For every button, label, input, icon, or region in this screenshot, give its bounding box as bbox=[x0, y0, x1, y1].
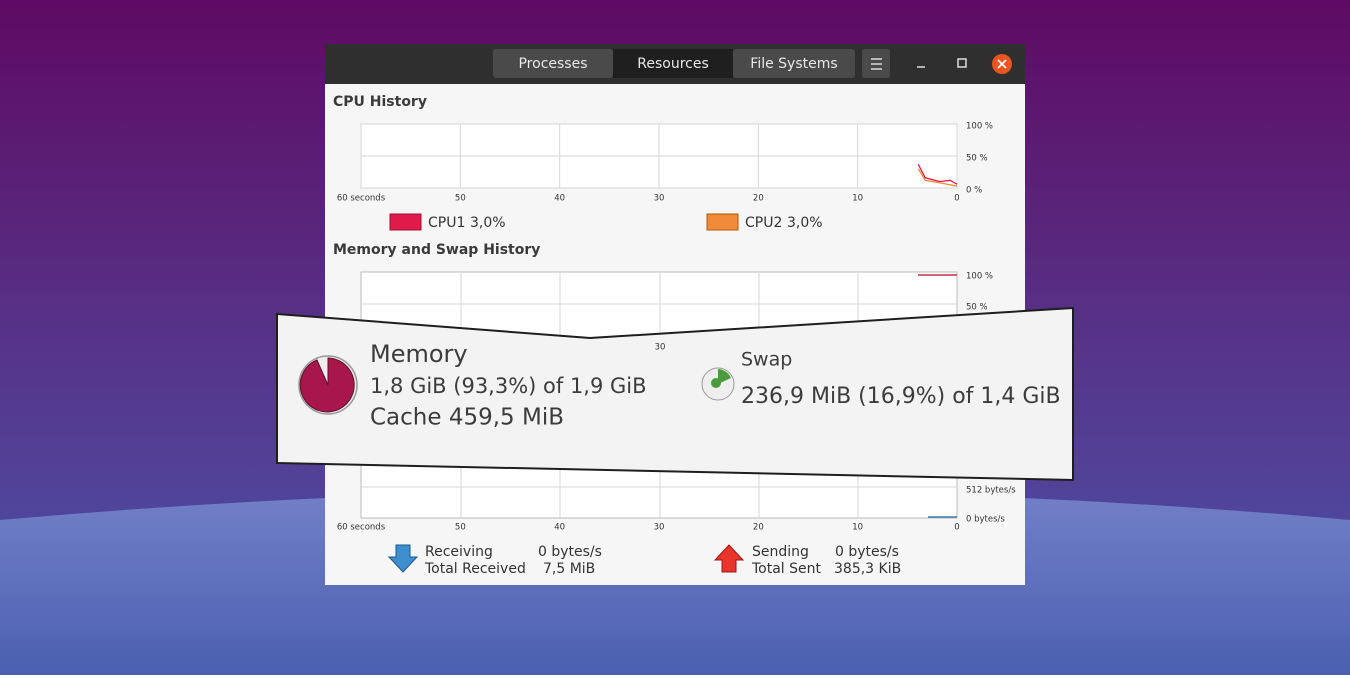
memory-usage: 1,8 GiB (93,3%) of 1,9 GiB bbox=[370, 374, 647, 398]
legend-value: 3,0% bbox=[787, 215, 823, 231]
x-tick-label: 10 bbox=[852, 523, 863, 533]
grid-lines bbox=[361, 272, 957, 352]
cpu-line bbox=[917, 168, 958, 187]
swap-pie bbox=[701, 367, 735, 401]
memory-cache: Cache 459,5 MiB bbox=[370, 405, 564, 431]
swap-label: Swap bbox=[741, 349, 792, 371]
net-label: Receiving bbox=[425, 544, 493, 560]
net-value: 0 bytes/s bbox=[538, 544, 602, 560]
net-value: 7,5 MiB bbox=[543, 561, 595, 577]
tab-label[interactable]: Resources bbox=[637, 56, 709, 72]
x-tick-label: 30 bbox=[654, 194, 665, 204]
legend-label: CPU2 bbox=[745, 215, 782, 231]
swap-usage: 236,9 MiB (16,9%) of 1,4 GiB bbox=[741, 384, 1061, 409]
y-tick-label: 100 % bbox=[966, 272, 993, 282]
zoom-callout bbox=[276, 306, 1074, 482]
y-tick-label: 50 % bbox=[966, 303, 988, 313]
tab-button-active[interactable] bbox=[613, 49, 733, 78]
net-label: Sending bbox=[752, 544, 809, 560]
memory-pie bbox=[298, 355, 358, 415]
x-tick-label: 30 bbox=[655, 343, 666, 353]
tab-button[interactable] bbox=[493, 49, 613, 78]
net-value: 385,3 KiB bbox=[834, 561, 901, 577]
cpu-line bbox=[917, 164, 958, 185]
legend-swatch bbox=[389, 213, 422, 231]
tab-label[interactable]: Processes bbox=[518, 56, 587, 72]
x-tick-label: 50 bbox=[455, 523, 466, 533]
y-tick-label: 50 % bbox=[966, 154, 988, 164]
close-button[interactable] bbox=[992, 54, 1012, 74]
y-tick-label: 100 % bbox=[966, 122, 993, 132]
legend-swatch bbox=[706, 213, 739, 231]
tab-label[interactable]: File Systems bbox=[750, 56, 837, 72]
x-tick-label: 60 seconds bbox=[337, 194, 386, 204]
y-tick-label: 0 bytes/s bbox=[966, 515, 1005, 525]
x-tick-label: 40 bbox=[554, 194, 565, 204]
x-axis: 60 seconds 50 40 30 20 10 0 bbox=[337, 523, 960, 533]
section-title: Memory and Swap History bbox=[333, 242, 540, 258]
y-tick-label: 0 % bbox=[966, 186, 982, 196]
x-tick-label: 10 bbox=[852, 194, 863, 204]
x-tick-label: 20 bbox=[753, 523, 764, 533]
net-value: 0 bytes/s bbox=[835, 544, 899, 560]
x-tick-label: 60 seconds bbox=[337, 523, 386, 533]
cpu-chart: 100 % 50 % 0 % 60 seconds 50 40 30 20 10 0 bbox=[337, 122, 993, 204]
y-tick-label: 512 bytes/s bbox=[966, 486, 1016, 496]
download-icon bbox=[387, 544, 419, 573]
net-label: Total Sent bbox=[751, 561, 822, 577]
section-title: CPU History bbox=[333, 94, 427, 110]
legend-value: 3,0% bbox=[470, 215, 506, 231]
upload-icon bbox=[713, 544, 745, 573]
x-tick-label: 0 bbox=[954, 194, 959, 204]
x-tick-label: 40 bbox=[554, 523, 565, 533]
tab-button[interactable] bbox=[733, 49, 855, 78]
net-label: Total Received bbox=[424, 561, 526, 577]
menu-button[interactable] bbox=[862, 49, 890, 78]
x-tick-label: 0 bbox=[954, 523, 959, 533]
memory-label: Memory bbox=[370, 340, 468, 368]
x-tick-label: 30 bbox=[654, 523, 665, 533]
x-tick-label: 50 bbox=[455, 194, 466, 204]
x-tick-label: 20 bbox=[753, 194, 764, 204]
legend-label: CPU1 bbox=[428, 215, 465, 231]
maximize-button[interactable] bbox=[957, 58, 967, 68]
